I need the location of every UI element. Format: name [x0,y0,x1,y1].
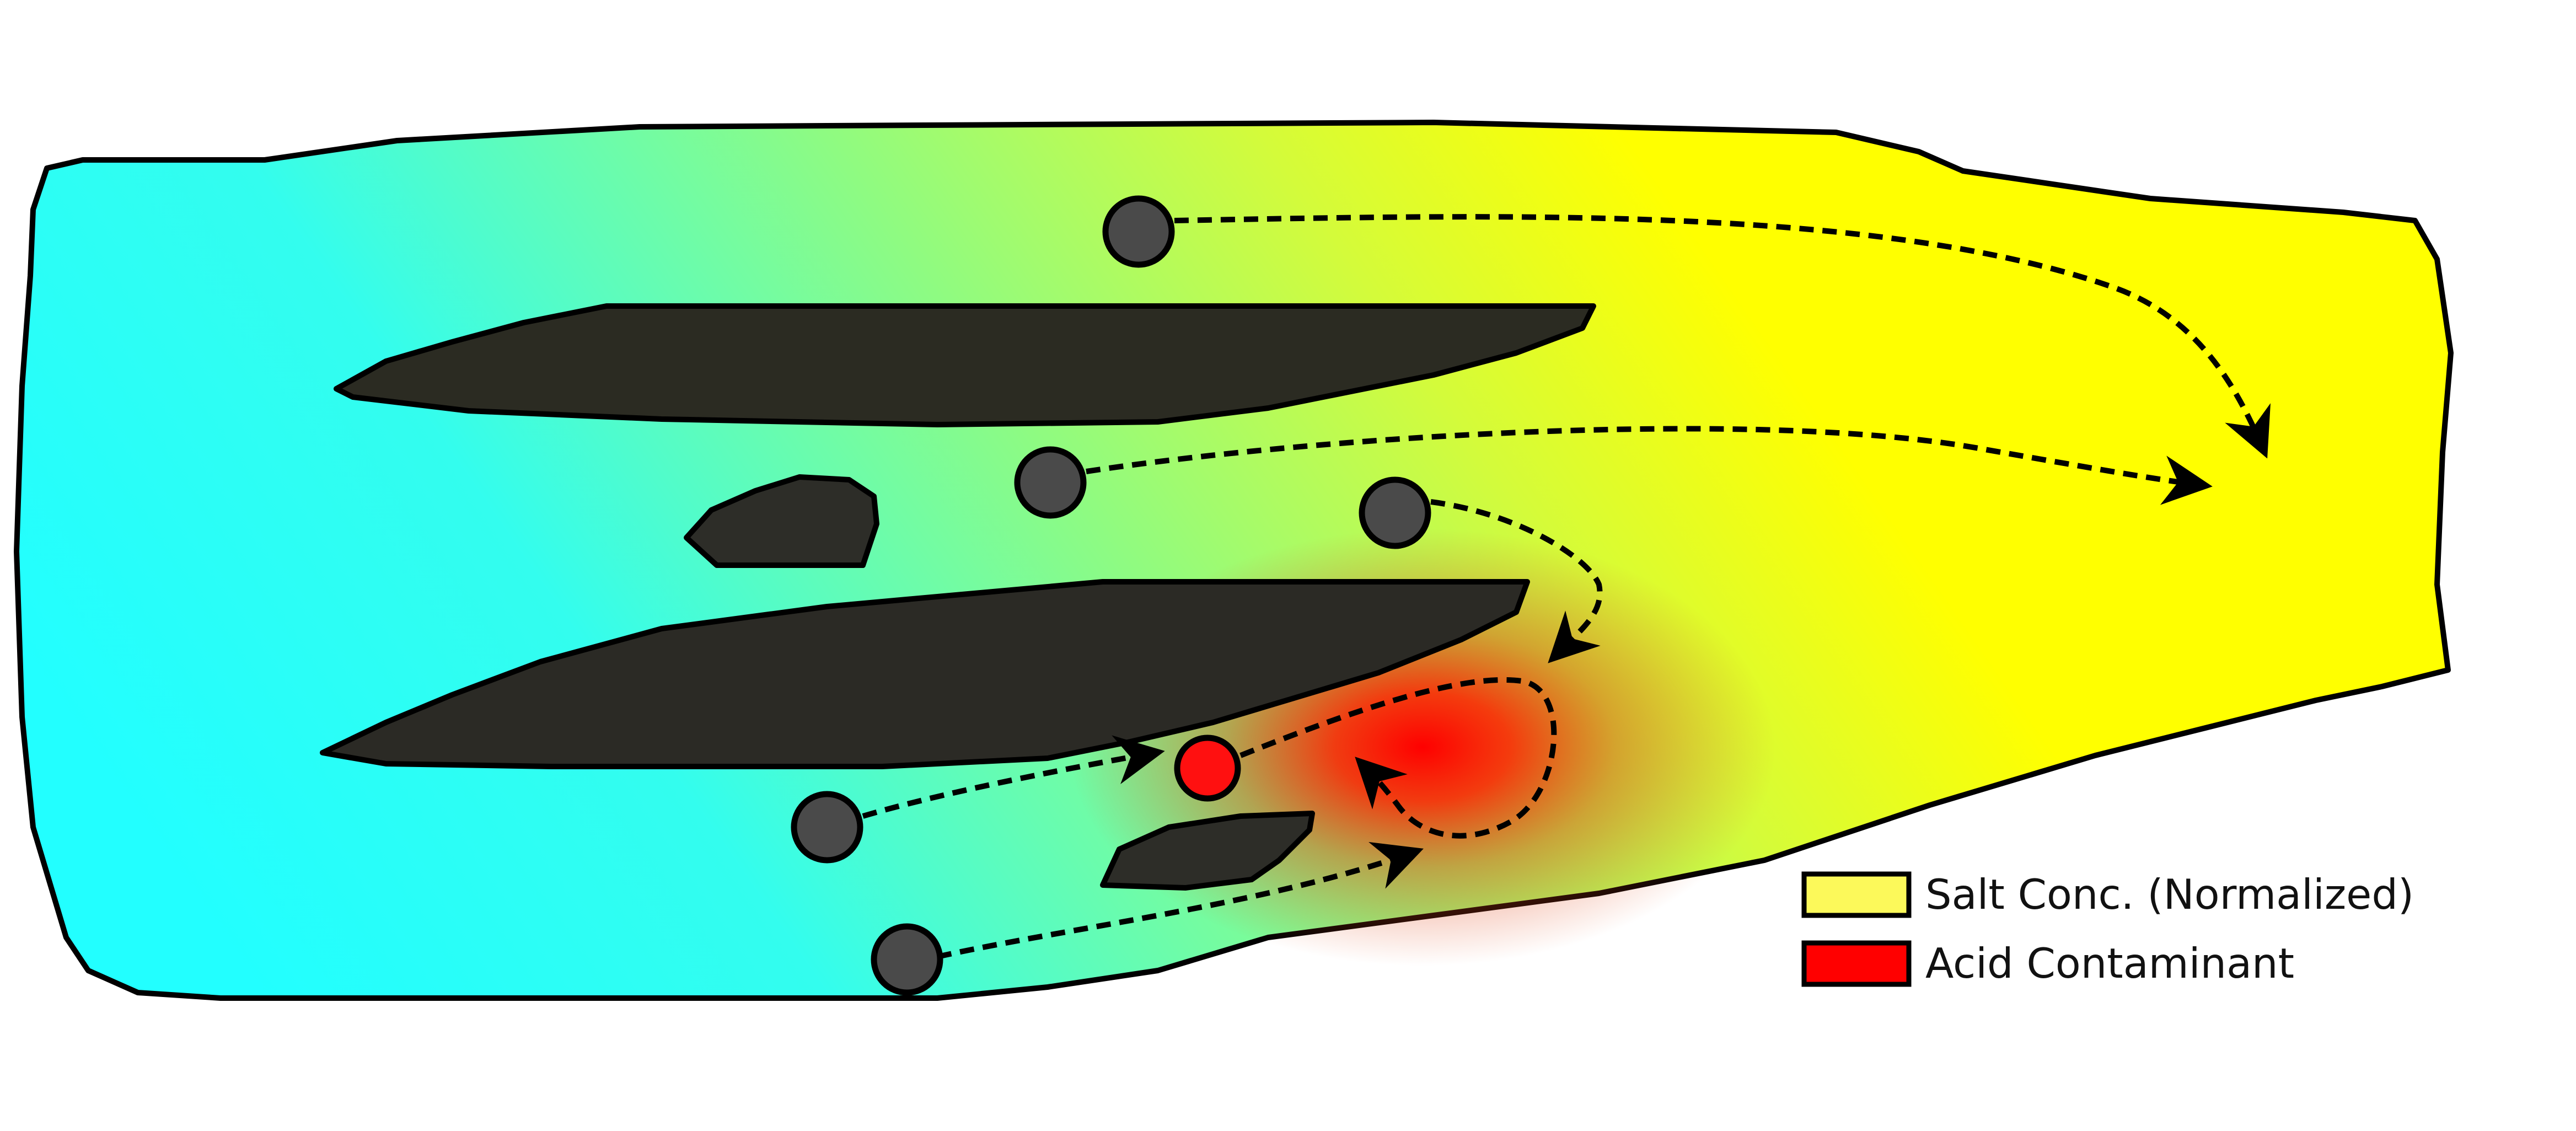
flow-path-top [1174,214,2271,459]
well-contaminated [1174,735,1241,802]
well-3 [1359,476,1431,549]
well-2 [1014,446,1087,519]
legend: Salt Conc. (Normalized) Acid Contaminant [1801,870,2414,988]
legend-salt-swatch [1801,871,1912,918]
flow-path-mid [1430,499,1603,663]
barrier-lens-top [334,303,1596,427]
well-5 [871,923,943,996]
barrier-lens-small [684,474,879,568]
flow-path-bottom [936,841,1424,960]
legend-acid-label: Acid Contaminant [1925,939,2294,988]
flow-path-loop [1239,677,1557,839]
flow-path-upper [1086,426,2213,505]
well-1 [1102,195,1175,268]
well-4 [791,791,863,864]
legend-salt-label: Salt Conc. (Normalized) [1925,870,2414,919]
legend-acid-swatch [1801,940,1912,987]
wells [791,195,1431,996]
barrier-lens-middle [320,579,1530,769]
barrier-lens-lower [1100,811,1315,891]
flow-path-lower-left [862,735,1165,819]
flow-paths [862,214,2271,960]
